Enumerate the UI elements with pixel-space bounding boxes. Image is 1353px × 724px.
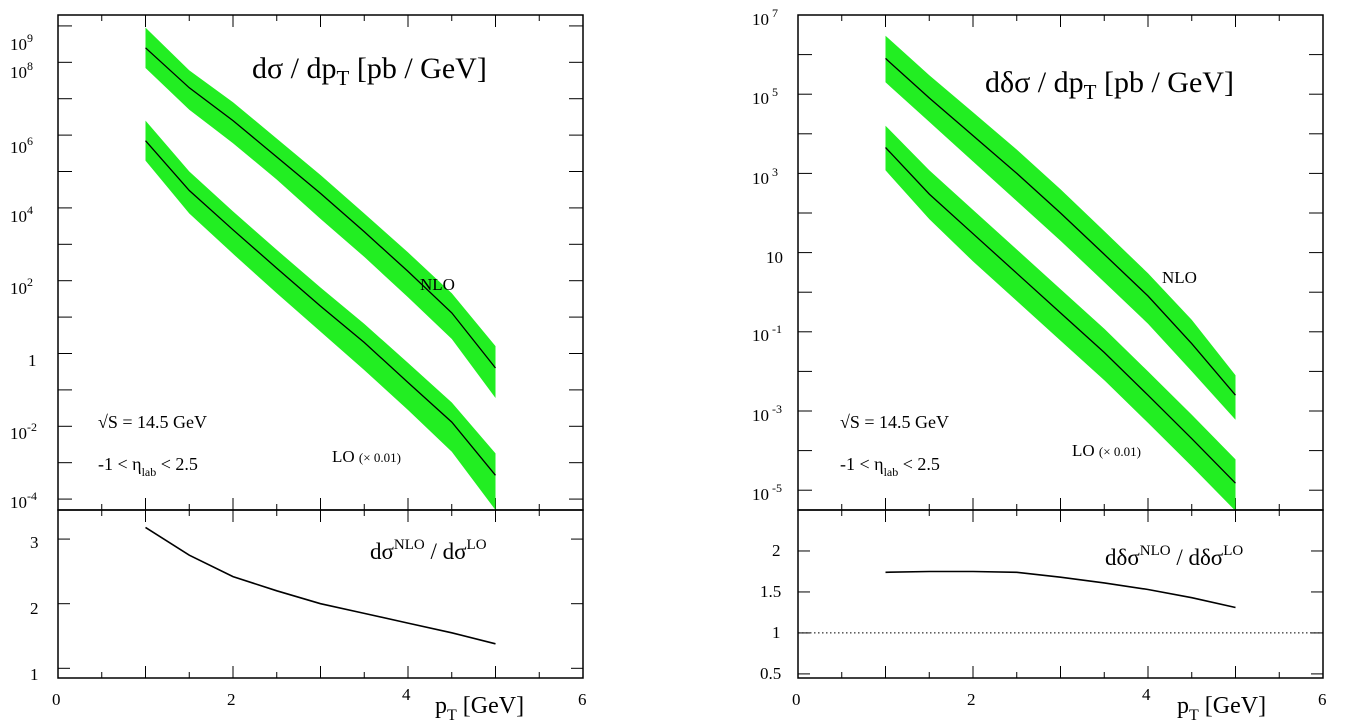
right-ratio-ticks [797, 510, 1324, 678]
right-nlo-central-curve [885, 57, 1236, 396]
left-series-label-nlo: NLO [420, 275, 455, 294]
right-ratio-ytick-0-5: 0.5 [760, 664, 781, 683]
left-annotation-eta: -1 < ηlab < 2.5 [98, 454, 198, 479]
left-ratio-curves [145, 526, 496, 645]
right-annotation-sqrt-s: √S = 14.5 GeV [840, 412, 949, 432]
right-ytick-label-1e-5: 10 -5 [752, 481, 782, 504]
right-xtick-0: 0 [792, 690, 801, 709]
right-main-bands [885, 35, 1236, 511]
right-nlo-uncertainty-band [885, 35, 1236, 420]
right-ytick-label-10: 10 [766, 248, 783, 267]
right-main-yaxis-labels: 10 7 10 5 10 3 10 10 -1 10 -3 10 -5 [752, 6, 783, 504]
left-main-yaxis-labels: 109 108 106 104 102 1 10-2 10-4 [10, 31, 37, 512]
right-xtick-6: 6 [1318, 690, 1327, 709]
right-ytick-label-1e7: 10 7 [752, 6, 778, 29]
left-title: dσ / dpT [pb / GeV] [252, 52, 487, 90]
left-ratio-ytick-2: 2 [30, 599, 39, 618]
right-ratio-label: dδσNLO / dδσLO [1105, 543, 1243, 570]
left-main-curves [145, 47, 497, 476]
left-ytick-label-1: 1 [28, 351, 37, 370]
left-ytick-label-1e8: 108 [10, 59, 33, 82]
left-ratio-ytick-1: 1 [30, 665, 39, 684]
right-ratio-curves [798, 570, 1323, 634]
right-series-label-nlo: NLO [1162, 268, 1197, 287]
right-ytick-label-1e3: 10 3 [752, 165, 778, 188]
right-title: dδσ / dpT [pb / GeV] [985, 66, 1234, 104]
right-series-label-lo: LO (× 0.01) [1072, 441, 1141, 460]
left-ytick-label-1e-4: 10-4 [10, 489, 37, 512]
left-main-ticks [57, 15, 584, 510]
right-panel: 10 7 10 5 10 3 10 10 -1 10 -3 10 -5 dδσ … [752, 6, 1327, 724]
left-xtick-0: 0 [52, 690, 61, 709]
right-xaxis-label: pT [GeV] [1177, 693, 1266, 724]
right-main-curves [885, 57, 1236, 484]
left-ytick-label-1e-2: 10-2 [10, 420, 37, 443]
left-ratio-curve [145, 526, 496, 645]
left-ytick-label-1e4: 104 [10, 203, 33, 226]
left-nlo-central-curve [145, 47, 497, 369]
right-ratio-curve [885, 570, 1236, 609]
right-ratio-ytick-2: 2 [772, 541, 781, 560]
right-ratio-frame [797, 509, 1324, 679]
left-ratio-label: dσNLO / dσLO [370, 537, 487, 564]
left-main-frame [57, 14, 584, 511]
right-ratio-ytick-1: 1 [772, 623, 781, 642]
right-ytick-label-1e-1: 10 -1 [752, 322, 782, 345]
left-xtick-2: 2 [227, 690, 236, 709]
right-xtick-4: 4 [1142, 685, 1151, 704]
right-lo-uncertainty-band [885, 125, 1236, 511]
right-ratio-ytick-1-5: 1.5 [760, 582, 781, 601]
right-xtick-2: 2 [967, 690, 976, 709]
right-ytick-label-1e5: 10 5 [752, 85, 778, 108]
right-lo-central-curve [885, 147, 1236, 484]
left-xaxis-label: pT [GeV] [435, 693, 524, 724]
left-xtick-4: 4 [402, 685, 411, 704]
left-xtick-6: 6 [578, 690, 587, 709]
left-series-label-lo: LO (× 0.01) [332, 447, 401, 466]
left-ratio-ytick-3: 3 [30, 533, 39, 552]
left-panel: 109 108 106 104 102 1 10-2 10-4 dσ / dpT… [10, 14, 587, 724]
left-main-bands [145, 27, 496, 510]
left-ratio-ticks [57, 510, 584, 678]
right-annotation-eta: -1 < ηlab < 2.5 [840, 454, 940, 479]
left-annotation-sqrt-s: √S = 14.5 GeV [98, 412, 207, 432]
left-ratio-frame [57, 509, 584, 679]
left-ytick-label-1e9: 109 [10, 31, 33, 54]
left-lo-uncertainty-band [145, 120, 496, 510]
right-ytick-label-1e-3: 10 -3 [752, 402, 782, 425]
left-ytick-label-1e2: 102 [10, 275, 33, 298]
left-ytick-label-1e6: 106 [10, 134, 33, 157]
left-lo-central-curve [145, 140, 497, 476]
